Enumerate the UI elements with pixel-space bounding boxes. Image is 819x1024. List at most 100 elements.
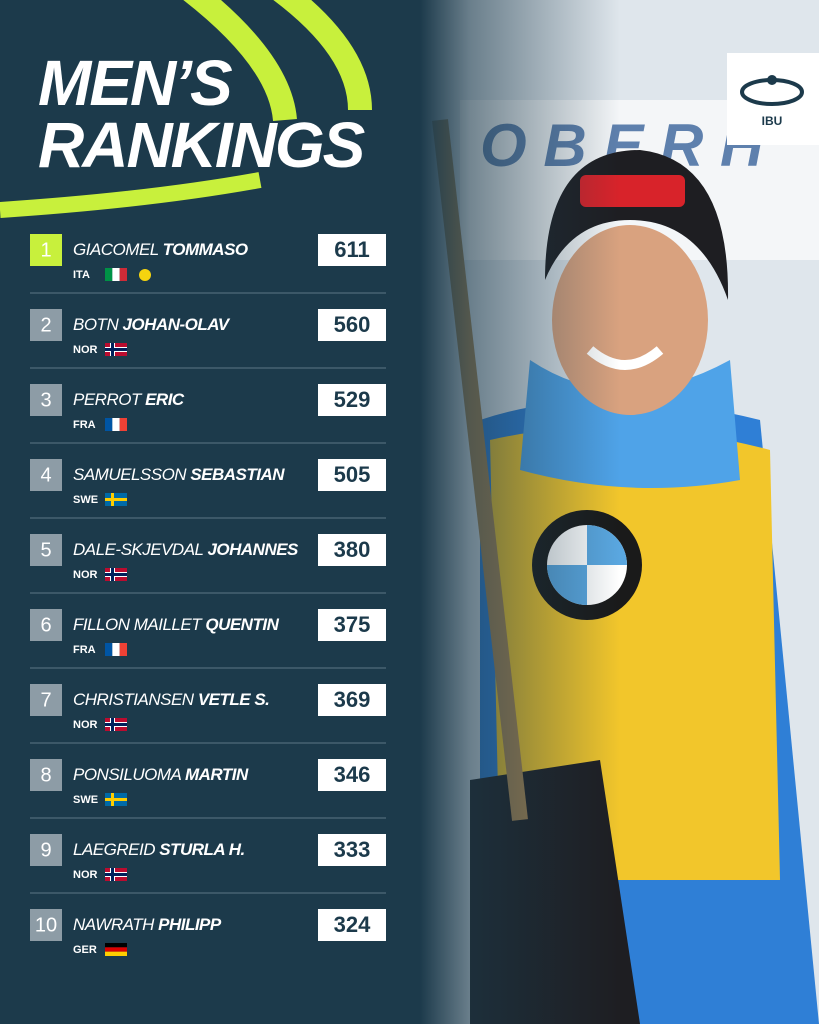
first-name: SEBASTIAN <box>190 465 285 484</box>
flag <box>105 493 127 506</box>
country: NOR <box>73 719 98 731</box>
points-box <box>318 609 386 641</box>
athlete-name: CHRISTIANSEN VETLE S. <box>73 690 269 709</box>
title-line: RANKINGS <box>38 109 366 181</box>
athlete-name: FILLON MAILLET QUENTIN <box>73 615 280 634</box>
ranking-row: 10 NAWRATH PHILIPP GER 324 <box>30 909 386 956</box>
decor-arcs <box>0 0 372 218</box>
rank-box <box>30 609 62 641</box>
ranking-row: 1 GIACOMEL TOMMASO ITA 611 <box>30 234 386 294</box>
flag <box>105 868 127 881</box>
country: NOR <box>73 869 98 881</box>
flag <box>105 718 127 731</box>
points-box <box>318 759 386 791</box>
athlete-name: GIACOMEL TOMMASO <box>73 240 248 259</box>
flag-cross <box>105 498 127 501</box>
surname: PONSILUOMA <box>73 765 182 784</box>
points: 529 <box>334 387 371 412</box>
logo-text: IBU <box>762 114 783 128</box>
flag <box>105 643 127 656</box>
flag-cross <box>105 798 127 801</box>
country: SWE <box>73 794 98 806</box>
rank: 7 <box>40 689 51 711</box>
points: 560 <box>334 312 371 337</box>
flag-stripe <box>105 951 127 956</box>
flag <box>105 418 127 431</box>
surname: NAWRATH <box>73 915 155 934</box>
first-name: PHILIPP <box>158 915 222 934</box>
rank: 1 <box>40 239 51 261</box>
surname: SAMUELSSON <box>73 465 187 484</box>
rank-box <box>30 534 62 566</box>
rank-box <box>30 309 62 341</box>
flag-stripe <box>119 418 127 431</box>
flag-stripe <box>112 643 120 656</box>
surname: LAEGREID <box>73 840 155 859</box>
points-box <box>318 234 386 266</box>
flag-stripe <box>119 643 127 656</box>
rank: 3 <box>40 389 51 411</box>
flag-cross <box>105 873 127 876</box>
first-name: JOHANNES <box>207 540 299 559</box>
surname: DALE-SKJEVDAL <box>73 540 204 559</box>
ranking-row: 7 CHRISTIANSEN VETLE S. NOR 369 <box>30 684 386 744</box>
title-line: MEN’S <box>38 47 233 119</box>
leader-dot <box>139 269 151 281</box>
athlete-name: BOTN JOHAN-OLAV <box>73 315 231 334</box>
country: SWE <box>73 494 98 506</box>
country: FRA <box>73 419 96 431</box>
points: 375 <box>334 612 371 637</box>
flag-stripe <box>119 268 127 281</box>
first-name: QUENTIN <box>205 615 279 634</box>
flag <box>105 268 127 281</box>
rank-box <box>30 834 62 866</box>
athlete-name: NAWRATH PHILIPP <box>73 915 222 934</box>
flag-stripe <box>105 418 113 431</box>
rank-box <box>30 234 62 266</box>
ranking-row: 3 PERROT ERIC FRA 529 <box>30 384 386 444</box>
country: NOR <box>73 344 98 356</box>
flag-stripe <box>105 947 127 952</box>
ranking-row: 5 DALE-SKJEVDAL JOHANNES NOR 380 <box>30 534 386 594</box>
flag-cross <box>105 573 127 576</box>
rank: 4 <box>40 464 51 486</box>
points: 346 <box>334 762 371 787</box>
first-name: STURLA H. <box>159 840 245 859</box>
flag-stripe <box>112 268 120 281</box>
athlete-name: PONSILUOMA MARTIN <box>73 765 249 784</box>
rank-box <box>30 684 62 716</box>
flag-cross <box>105 723 127 726</box>
rank: 6 <box>40 614 51 636</box>
points: 333 <box>334 837 371 862</box>
first-name: JOHAN-OLAV <box>122 315 230 334</box>
points-box <box>318 459 386 491</box>
points-box <box>318 384 386 416</box>
flag-stripe <box>112 418 120 431</box>
rank: 5 <box>40 539 51 561</box>
surname: GIACOMEL <box>73 240 159 259</box>
flag-cross <box>105 348 127 351</box>
rank: 9 <box>40 839 51 861</box>
flag-stripe <box>105 268 113 281</box>
rank-box <box>30 384 62 416</box>
country: ITA <box>73 269 90 281</box>
ranking-row: 6 FILLON MAILLET QUENTIN FRA 375 <box>30 609 386 669</box>
flag <box>105 568 127 581</box>
surname: FILLON MAILLET <box>73 615 203 634</box>
points: 505 <box>334 462 371 487</box>
athlete-name: SAMUELSSON SEBASTIAN <box>73 465 285 484</box>
athlete-name: PERROT ERIC <box>73 390 185 409</box>
flag-stripe <box>105 643 113 656</box>
first-name: VETLE S. <box>198 690 270 709</box>
points-box <box>318 909 386 941</box>
ranking-row: 8 PONSILUOMA MARTIN SWE 346 <box>30 759 386 819</box>
rank-box <box>30 759 62 791</box>
flag <box>105 343 127 356</box>
first-name: TOMMASO <box>163 240 248 259</box>
rank-box <box>30 909 62 941</box>
points-box <box>318 834 386 866</box>
country: GER <box>73 944 97 956</box>
athlete-photo: O B E R H <box>420 0 819 1024</box>
rank-box <box>30 459 62 491</box>
